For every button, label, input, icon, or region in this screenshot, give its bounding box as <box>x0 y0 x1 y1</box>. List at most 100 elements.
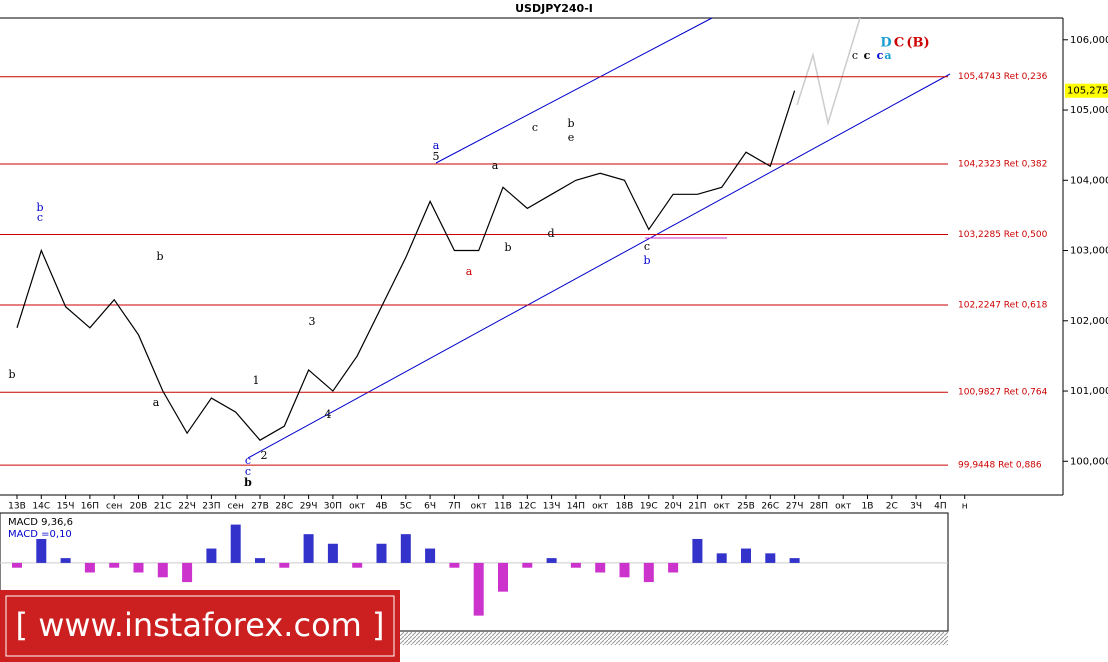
macd-bar <box>303 534 314 563</box>
x-tick-label: 28С <box>275 502 293 512</box>
x-tick-label: окт <box>592 502 608 512</box>
x-tick-label: окт <box>349 502 365 512</box>
macd-bar <box>400 534 411 563</box>
macd-bar <box>84 562 95 573</box>
x-tick-label: окт <box>835 502 851 512</box>
x-tick-label: 16П <box>81 502 99 512</box>
x-tick-label: 20В <box>130 502 148 512</box>
macd-bar <box>619 562 630 578</box>
wave-label: c <box>877 49 884 62</box>
x-tick-label: 25В <box>737 502 755 512</box>
x-tick-label: 13Ч <box>543 502 561 512</box>
banner-box <box>0 590 400 662</box>
macd-bar <box>498 562 508 592</box>
x-tick-label: 19С <box>640 502 658 512</box>
macd-bar <box>765 553 776 563</box>
macd-bar <box>133 562 144 573</box>
last-price-box <box>1065 83 1108 98</box>
macd-bar <box>230 524 241 563</box>
y-tick-label: 104,000 <box>1070 175 1108 186</box>
wave-label: b <box>504 241 511 254</box>
macd-bar <box>12 562 22 568</box>
x-tick-label: 4В <box>376 502 388 512</box>
macd-bar <box>255 558 265 563</box>
x-tick-label: н <box>962 502 968 512</box>
x-tick-label: 12С <box>518 502 536 512</box>
x-tick-label: 11В <box>494 502 512 512</box>
chart-title: USDJPY240-I <box>515 2 593 15</box>
last-price-label: 105,275 <box>1067 86 1108 97</box>
wave-label: b <box>244 476 252 489</box>
wave-label: 2 <box>261 449 268 462</box>
x-tick-label: 18В <box>616 502 634 512</box>
wave-label: c <box>37 211 43 224</box>
x-tick-label: 20Ч <box>664 502 682 512</box>
wave-label: 1 <box>253 374 260 387</box>
x-tick-label: 6Ч <box>424 502 436 512</box>
macd-bar <box>789 558 800 563</box>
wave-label: a <box>433 139 440 152</box>
x-tick-label: 21П <box>688 502 706 512</box>
y-tick-label: 106,000 <box>1070 35 1108 46</box>
x-tick-label: 5С <box>400 502 412 512</box>
macd-bar <box>570 562 581 568</box>
x-tick-label: 28П <box>810 502 828 512</box>
wave-label: c <box>644 240 650 253</box>
banner-frame <box>5 595 395 657</box>
x-tick-label: 1В <box>862 502 874 512</box>
macd-bar <box>109 562 120 568</box>
macd-bar <box>692 538 703 563</box>
wave-label: D <box>880 36 891 51</box>
wave-label: b <box>8 368 15 381</box>
banner: [ www.instaforex.com ] <box>0 590 400 662</box>
x-tick-label: 22Ч <box>178 502 196 512</box>
macd-value: MACD =0,10 <box>8 529 72 540</box>
wave-label: c <box>532 121 538 134</box>
wave-label: b <box>156 250 163 263</box>
macd-bar <box>595 562 606 573</box>
macd-bar <box>60 558 71 563</box>
y-tick-label: 105,000 <box>1070 105 1108 116</box>
macd-bar <box>449 562 460 568</box>
wave-label: d <box>547 227 554 240</box>
wave-label: a <box>153 396 160 409</box>
wave-label: a <box>884 49 891 62</box>
wave-label: a <box>492 159 499 172</box>
x-tick-label: 27Ч <box>786 502 804 512</box>
macd-bar <box>668 562 679 573</box>
x-tick-label: 7П <box>448 502 461 512</box>
x-tick-label: 14С <box>32 502 50 512</box>
price-line <box>16 90 796 441</box>
y-tick-label: 102,000 <box>1070 316 1108 327</box>
retracement-label: 100,9827 Ret 0,764 <box>958 388 1048 398</box>
macd-bar <box>741 548 751 563</box>
macd-bar <box>522 562 533 568</box>
macd-bar <box>425 548 436 563</box>
channel-upper <box>435 17 713 164</box>
projection <box>796 17 861 126</box>
x-tick-label: окт <box>471 502 487 512</box>
wave-label: b <box>36 201 43 214</box>
macd-bar <box>36 538 47 563</box>
retracement-label: 104,2323 Ret 0,382 <box>958 159 1047 169</box>
x-tick-label: 30П <box>324 502 342 512</box>
macd-bar <box>643 562 654 583</box>
x-tick-label: 3Ч <box>910 502 922 512</box>
macd-label: MACD 9,36,6 <box>8 517 73 528</box>
y-tick-label: 103,000 <box>1070 246 1108 257</box>
x-tick-label: 4П <box>934 502 947 512</box>
wave-label: c <box>864 49 871 62</box>
wave-label: 3 <box>309 315 316 328</box>
y-tick-label: 100,000 <box>1070 456 1108 467</box>
wave-label: 5 <box>433 150 440 163</box>
macd-bar <box>376 543 387 563</box>
x-tick-label: 21С <box>154 502 172 512</box>
x-tick-label: 23П <box>202 502 220 512</box>
macd-bar <box>473 562 484 616</box>
macd-bar <box>206 548 217 563</box>
macd-bar <box>327 543 338 563</box>
wave-label: c <box>245 454 251 467</box>
y-tick-label: 101,000 <box>1070 386 1108 397</box>
x-tick-label: сен <box>228 502 244 512</box>
